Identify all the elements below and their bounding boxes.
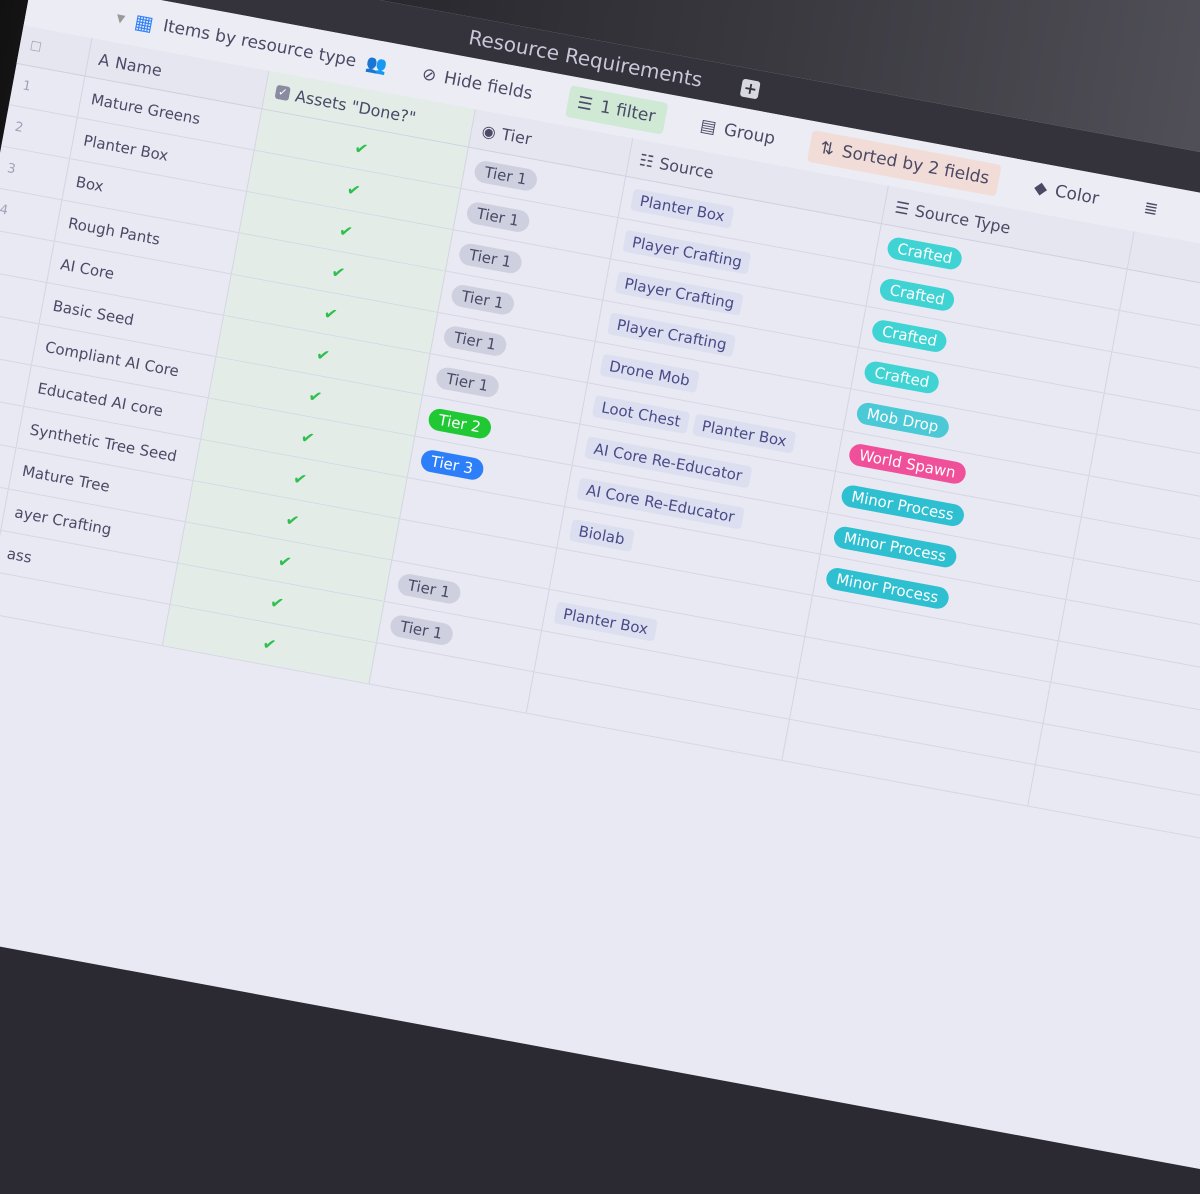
checkmark-icon: ✔: [276, 551, 294, 573]
source-type-badge: Crafted: [862, 359, 942, 395]
checkmark-icon: ✔: [284, 509, 301, 531]
tier-badge: Tier 3: [419, 447, 485, 481]
collaborators-icon: 👥: [364, 53, 389, 78]
filter-icon: ☰: [575, 92, 595, 116]
lookup-field-icon: ☰: [893, 197, 912, 219]
color-label: Color: [1053, 181, 1101, 210]
column-label: Source Type: [913, 200, 1013, 238]
tier-badge: Tier 1: [465, 200, 531, 234]
caret-down-icon: ▼: [115, 10, 127, 26]
add-tab-icon[interactable]: +: [739, 78, 761, 100]
checkmark-icon: ✔: [330, 261, 347, 284]
checkmark-icon: ✔: [268, 592, 286, 614]
checkbox-field-icon: ✓: [274, 84, 291, 101]
tier-badge: Tier 2: [426, 406, 493, 440]
grid-view-icon: ▦: [132, 8, 156, 36]
checkmark-icon: ✔: [261, 633, 278, 655]
sort-icon: ⇅: [818, 137, 836, 161]
source-type-badge: Crafted: [870, 317, 949, 354]
filter-button[interactable]: ☰ 1 filter: [564, 85, 668, 135]
filter-label: 1 filter: [598, 97, 657, 127]
column-label: Tier: [500, 124, 534, 149]
column-label: Source: [657, 153, 716, 183]
checkmark-icon: ✔: [291, 468, 309, 490]
source-link-chip[interactable]: Planter Box: [630, 187, 735, 229]
tier-badge: Tier 1: [472, 158, 539, 192]
source-type-badge: Crafted: [885, 235, 965, 271]
tier-badge: Tier 1: [396, 571, 462, 605]
tier-badge: Tier 1: [442, 324, 508, 358]
source-link-chip[interactable]: Drone Mob: [599, 353, 700, 393]
row-height-button[interactable]: ≣: [1131, 190, 1171, 228]
text-field-icon: A: [97, 49, 112, 71]
link-field-icon: ☷: [637, 149, 656, 171]
checkmark-icon: ✔: [299, 427, 317, 449]
tier-badge: Tier 1: [457, 241, 524, 275]
group-icon: ▤: [698, 115, 718, 139]
source-link-chip[interactable]: Planter Box: [692, 413, 797, 454]
tier-badge: Tier 1: [449, 282, 516, 316]
eye-slash-icon: ⊘: [420, 64, 438, 87]
share-view-button[interactable]: ↗: [1190, 201, 1200, 239]
tier-badge: Tier 1: [388, 613, 455, 647]
row-height-icon: ≣: [1142, 197, 1160, 221]
checkmark-icon: ✔: [337, 220, 355, 242]
single-select-icon: ◉: [480, 120, 498, 142]
checkmark-icon: ✔: [322, 303, 340, 325]
hide-fields-label: Hide fields: [442, 68, 535, 105]
source-link-chip[interactable]: Biolab: [568, 518, 635, 552]
source-type-badge: Mob Drop: [855, 400, 951, 440]
group-label: Group: [722, 120, 777, 150]
checkmark-icon: ✔: [345, 179, 362, 201]
color-button[interactable]: ◆ Color: [1022, 170, 1112, 217]
checkmark-icon: ✔: [307, 385, 324, 407]
tier-badge: Tier 1: [434, 365, 501, 399]
group-button[interactable]: ▤ Group: [688, 108, 788, 157]
paint-bucket-icon: ◆: [1032, 177, 1049, 200]
source-type-badge: Crafted: [878, 276, 957, 313]
source-link-chip[interactable]: Planter Box: [553, 600, 658, 642]
checkmark-icon: ✔: [352, 138, 370, 160]
column-label: Name: [113, 52, 164, 80]
source-link-chip[interactable]: Loot Chest: [591, 394, 691, 434]
checkmark-icon: ✔: [314, 344, 332, 366]
